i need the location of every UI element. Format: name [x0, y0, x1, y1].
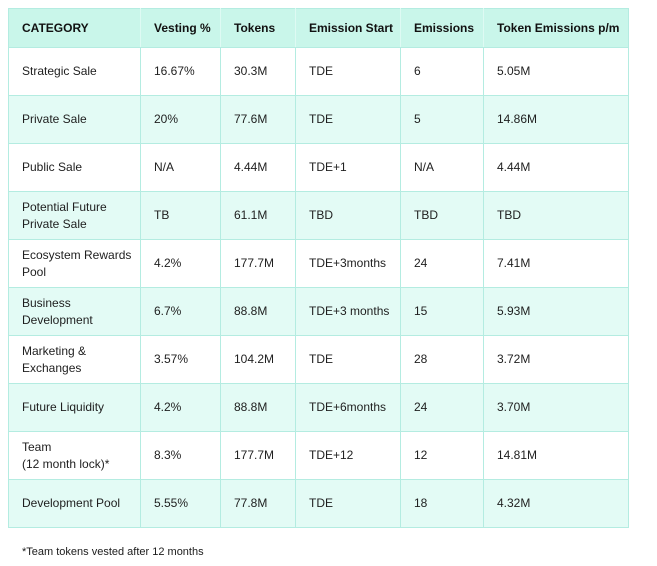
cell-emission-start: TDE+1: [295, 143, 401, 192]
table-row: Business Development 6.7% 88.8M TDE+3 mo…: [8, 287, 629, 336]
cell-emissions: N/A: [400, 143, 484, 192]
cell-vesting-percent: 6.7%: [140, 287, 221, 336]
cell-category: Marketing & Exchanges: [8, 335, 141, 384]
table-row: Potential Future Private Sale TB 61.1M T…: [8, 191, 629, 240]
footnote: *Team tokens vested after 12 months: [22, 546, 204, 558]
cell-emission-start: TDE: [295, 47, 401, 96]
cell-token-emissions-pm: 5.05M: [483, 47, 629, 96]
cell-tokens: 88.8M: [220, 287, 296, 336]
cell-emission-start: TDE: [295, 95, 401, 144]
cell-token-emissions-pm: 3.70M: [483, 383, 629, 432]
cell-emission-start: TDE: [295, 479, 401, 528]
cell-emission-start: TDE: [295, 335, 401, 384]
cell-emissions: TBD: [400, 191, 484, 240]
table-row: Public Sale N/A 4.44M TDE+1 N/A 4.44M: [8, 143, 629, 192]
cell-category: Potential Future Private Sale: [8, 191, 141, 240]
table-row: Private Sale 20% 77.6M TDE 5 14.86M: [8, 95, 629, 144]
cell-vesting-percent: TB: [140, 191, 221, 240]
cell-emissions: 24: [400, 239, 484, 288]
cell-category: Team (12 month lock)*: [8, 431, 141, 480]
header-row: CATEGORY Vesting % Tokens Emission Start…: [8, 8, 629, 48]
table-row: Team (12 month lock)* 8.3% 177.7M TDE+12…: [8, 431, 629, 480]
cell-token-emissions-pm: 5.93M: [483, 287, 629, 336]
table-header: CATEGORY Vesting % Tokens Emission Start…: [8, 8, 629, 48]
cell-vesting-percent: 3.57%: [140, 335, 221, 384]
cell-emission-start: TDE+3months: [295, 239, 401, 288]
column-header-vesting-percent: Vesting %: [140, 8, 221, 48]
cell-vesting-percent: 16.67%: [140, 47, 221, 96]
cell-category: Public Sale: [8, 143, 141, 192]
column-header-token-emissions-pm: Token Emissions p/m: [483, 8, 629, 48]
cell-category: Ecosystem Rewards Pool: [8, 239, 141, 288]
cell-token-emissions-pm: 7.41M: [483, 239, 629, 288]
cell-tokens: 77.6M: [220, 95, 296, 144]
column-header-tokens: Tokens: [220, 8, 296, 48]
cell-emissions: 18: [400, 479, 484, 528]
cell-category: Future Liquidity: [8, 383, 141, 432]
cell-emissions: 28: [400, 335, 484, 384]
column-header-emission-start: Emission Start: [295, 8, 401, 48]
cell-token-emissions-pm: 4.32M: [483, 479, 629, 528]
cell-vesting-percent: 8.3%: [140, 431, 221, 480]
cell-token-emissions-pm: 14.81M: [483, 431, 629, 480]
cell-emission-start: TDE+12: [295, 431, 401, 480]
cell-vesting-percent: 4.2%: [140, 239, 221, 288]
cell-vesting-percent: N/A: [140, 143, 221, 192]
cell-emissions: 12: [400, 431, 484, 480]
cell-token-emissions-pm: 14.86M: [483, 95, 629, 144]
cell-tokens: 4.44M: [220, 143, 296, 192]
table-row: Future Liquidity 4.2% 88.8M TDE+6months …: [8, 383, 629, 432]
cell-emission-start: TDE+6months: [295, 383, 401, 432]
cell-tokens: 177.7M: [220, 431, 296, 480]
table-body: Strategic Sale 16.67% 30.3M TDE 6 5.05M …: [8, 47, 629, 528]
cell-tokens: 61.1M: [220, 191, 296, 240]
cell-tokens: 177.7M: [220, 239, 296, 288]
cell-category: Private Sale: [8, 95, 141, 144]
cell-token-emissions-pm: 4.44M: [483, 143, 629, 192]
cell-emission-start: TBD: [295, 191, 401, 240]
cell-tokens: 77.8M: [220, 479, 296, 528]
table-row: Ecosystem Rewards Pool 4.2% 177.7M TDE+3…: [8, 239, 629, 288]
cell-vesting-percent: 5.55%: [140, 479, 221, 528]
cell-tokens: 30.3M: [220, 47, 296, 96]
table-row: Strategic Sale 16.67% 30.3M TDE 6 5.05M: [8, 47, 629, 96]
cell-category: Strategic Sale: [8, 47, 141, 96]
cell-emissions: 24: [400, 383, 484, 432]
cell-emission-start: TDE+3 months: [295, 287, 401, 336]
cell-emissions: 6: [400, 47, 484, 96]
table-row: Marketing & Exchanges 3.57% 104.2M TDE 2…: [8, 335, 629, 384]
cell-vesting-percent: 20%: [140, 95, 221, 144]
cell-category: Business Development: [8, 287, 141, 336]
tokenomics-table: CATEGORY Vesting % Tokens Emission Start…: [8, 8, 629, 528]
table-row: Development Pool 5.55% 77.8M TDE 18 4.32…: [8, 479, 629, 528]
cell-category: Development Pool: [8, 479, 141, 528]
cell-tokens: 104.2M: [220, 335, 296, 384]
cell-emissions: 15: [400, 287, 484, 336]
cell-emissions: 5: [400, 95, 484, 144]
cell-vesting-percent: 4.2%: [140, 383, 221, 432]
cell-token-emissions-pm: TBD: [483, 191, 629, 240]
cell-tokens: 88.8M: [220, 383, 296, 432]
column-header-emissions: Emissions: [400, 8, 484, 48]
column-header-category: CATEGORY: [8, 8, 141, 48]
cell-token-emissions-pm: 3.72M: [483, 335, 629, 384]
